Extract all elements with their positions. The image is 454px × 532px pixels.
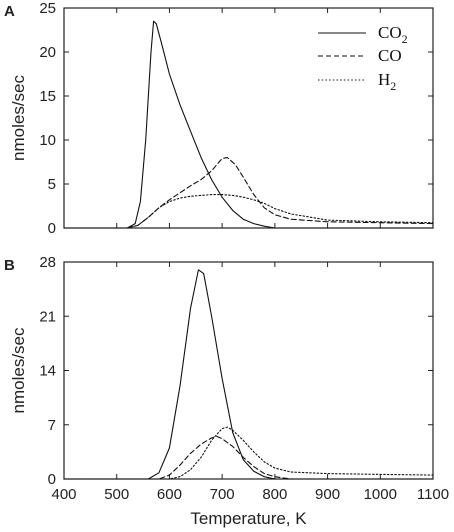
y-tick-label: 5 [48, 176, 56, 193]
series-line-dotted [63, 194, 434, 229]
x-tick-label: 900 [315, 486, 340, 503]
panel-letter: B [4, 257, 15, 274]
x-tick-label: 500 [104, 486, 129, 503]
plot-frame [63, 7, 434, 229]
y-tick-label: 0 [48, 220, 56, 237]
y-tick-label: 21 [39, 308, 56, 325]
series-line-dotted [63, 426, 434, 480]
y-tick-label: 10 [39, 132, 56, 149]
x-tick-label: 1000 [364, 486, 397, 503]
y-axis-title: nmoles/sec [9, 327, 28, 413]
y-tick-label: 7 [48, 417, 56, 434]
y-tick-label: 15 [39, 88, 56, 105]
y-tick-label: 20 [39, 44, 56, 61]
series-line-dashed [63, 435, 434, 480]
x-tick-label: 700 [210, 486, 235, 503]
legend-label: CO2 [378, 23, 408, 46]
y-tick-label: 28 [39, 254, 56, 271]
series-line-solid [63, 20, 434, 229]
series-line-dashed [63, 157, 434, 229]
y-tick-label: 25 [39, 0, 56, 17]
x-axis-title: Temperature, K [190, 509, 307, 528]
y-axis-title: nmoles/sec [9, 75, 28, 161]
x-tick-label: 400 [51, 486, 76, 503]
panel-letter: A [4, 3, 15, 20]
x-tick-label: 800 [262, 486, 287, 503]
series-line-solid [63, 269, 434, 480]
legend-label: H2 [378, 70, 396, 93]
x-tick-label: 600 [157, 486, 182, 503]
legend-label: CO [378, 46, 402, 65]
y-tick-label: 14 [39, 363, 56, 380]
panel-B: 400 500 600 700 800 900 1000 1100 0 7 14 21 28 nmoles… [4, 254, 449, 528]
y-tick-label: 0 [48, 471, 56, 488]
x-tick-label: 1100 [417, 486, 449, 503]
